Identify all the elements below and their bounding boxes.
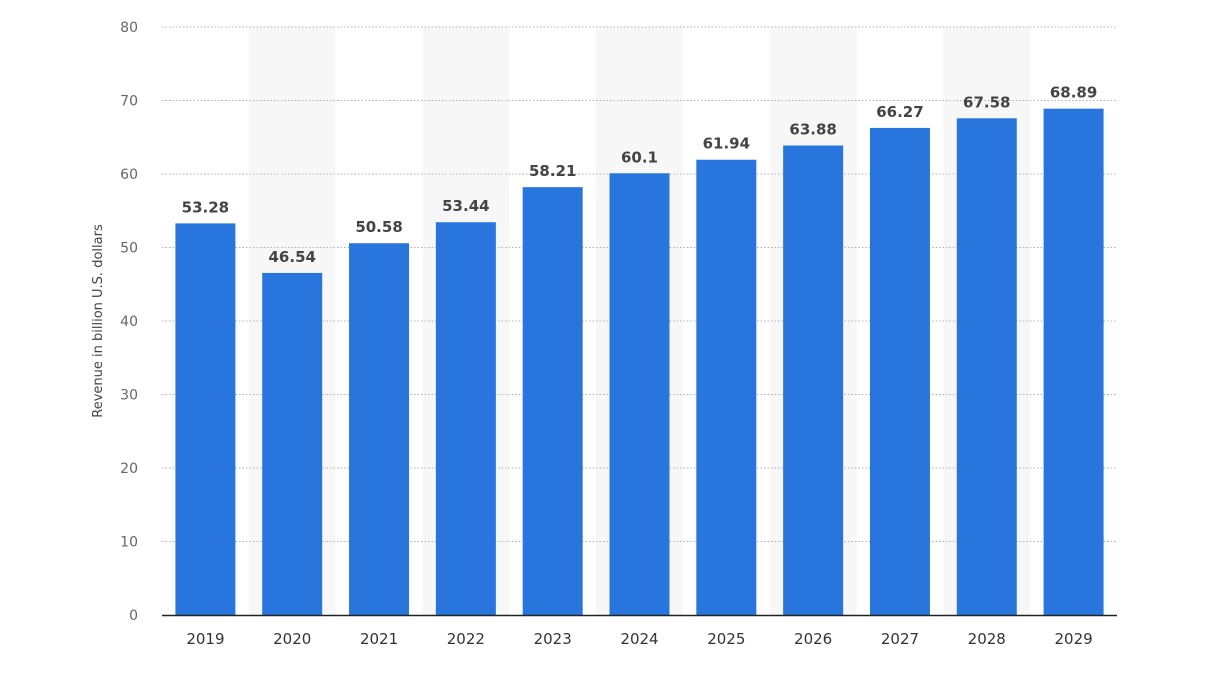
bar-2026[interactable] — [783, 145, 844, 615]
x-tick-label: 2021 — [360, 630, 398, 648]
x-tick-label: 2026 — [794, 630, 832, 648]
bar-2028[interactable] — [956, 118, 1017, 616]
x-tick-label: 2025 — [707, 630, 745, 648]
x-tick-label: 2027 — [881, 630, 919, 648]
y-tick-label: 60 — [120, 167, 138, 183]
x-tick-label: 2029 — [1054, 630, 1092, 648]
x-tick-label: 2020 — [273, 630, 311, 648]
x-tick-label: 2019 — [186, 630, 224, 648]
x-tick-label: 2024 — [620, 630, 658, 648]
bar-2023[interactable] — [522, 187, 583, 615]
bar-2021[interactable] — [349, 243, 410, 615]
y-tick-label: 80 — [120, 20, 138, 36]
value-label: 50.58 — [355, 218, 402, 236]
y-tick-label: 50 — [120, 241, 138, 257]
bar-2027[interactable] — [869, 127, 930, 615]
value-label: 53.44 — [442, 197, 489, 215]
bar-2029[interactable] — [1043, 108, 1104, 615]
y-tick-label: 0 — [129, 608, 138, 624]
value-label: 67.58 — [963, 93, 1010, 111]
y-tick-label: 70 — [120, 94, 138, 110]
x-tick-label: 2028 — [968, 630, 1006, 648]
value-label: 58.21 — [529, 162, 576, 180]
value-labels: 53.28 46.54 50.58 53.44 58.21 60.1 61.94 63.88 6… — [182, 84, 1098, 266]
value-label: 60.1 — [621, 148, 658, 166]
value-label: 61.94 — [703, 135, 750, 153]
x-tick-label: 2022 — [447, 630, 485, 648]
bars — [175, 108, 1104, 616]
bar-2019[interactable] — [175, 223, 236, 615]
y-tick-label: 10 — [120, 535, 138, 551]
y-tick-label: 40 — [120, 314, 138, 330]
y-axis-title: Revenue in billion U.S. dollars — [91, 224, 106, 418]
bar-2022[interactable] — [435, 222, 496, 615]
bar-2025[interactable] — [696, 159, 757, 615]
x-axis-ticks: 2019 2020 2021 2022 2023 2024 2025 2026 2027 2028… — [186, 630, 1092, 648]
y-tick-label: 30 — [120, 388, 138, 404]
y-tick-label: 20 — [120, 461, 138, 477]
value-label: 63.88 — [789, 120, 836, 138]
y-axis-ticks: 0 10 20 30 40 50 60 70 80 — [120, 20, 138, 624]
bar-2024[interactable] — [609, 173, 670, 615]
value-label: 46.54 — [269, 248, 316, 266]
value-label: 53.28 — [182, 198, 229, 216]
value-label: 68.89 — [1050, 84, 1097, 102]
bar-2020[interactable] — [262, 272, 323, 615]
x-tick-label: 2023 — [534, 630, 572, 648]
value-label: 66.27 — [876, 103, 923, 121]
